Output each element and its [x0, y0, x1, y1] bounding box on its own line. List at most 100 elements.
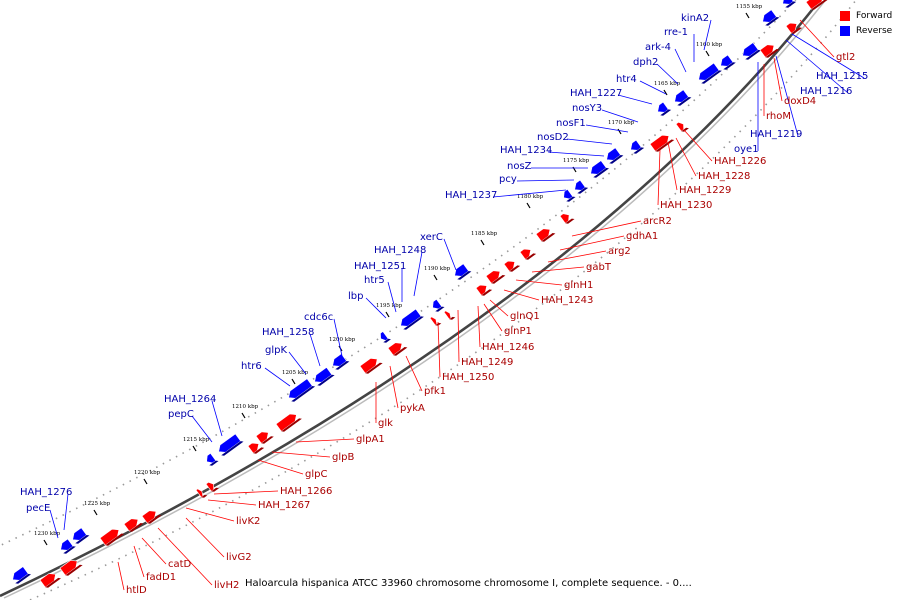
gene-forward-11: [443, 310, 456, 320]
gene-forward-24: [39, 573, 62, 588]
tick-label: 1165 kbp: [654, 81, 681, 87]
inner-dotted-track: [29, 0, 858, 600]
leader-livh2: [157, 527, 213, 586]
gene-label-hah-1250: HAH_1250: [442, 372, 494, 383]
gene-label-hah-1226: HAH_1226: [714, 156, 766, 167]
gene-forward-9: [485, 270, 506, 284]
gene-label-dph2: dph2: [633, 57, 658, 68]
genome-backbone-shade: [3, 1, 825, 599]
gene-forward-0: [805, 0, 829, 10]
leader-htr6: [264, 367, 291, 387]
leader-ark-4: [674, 48, 687, 73]
gene-forward-16: [255, 431, 274, 444]
gene-reverse-22: [12, 566, 32, 584]
gene-label-hah-1266: HAH_1266: [280, 486, 332, 497]
leader-hah-1250: [437, 321, 441, 378]
gene-reverse-17: [288, 378, 316, 402]
leader-hah-1264: [211, 400, 223, 437]
gene-layer: [12, 0, 829, 588]
gene-label-ark-4: ark-4: [645, 42, 671, 53]
leader-glnq1: [489, 299, 509, 317]
gene-reverse-19: [206, 452, 219, 466]
gene-reverse-2: [720, 54, 736, 70]
leader-nosf1: [585, 124, 629, 133]
gene-label-hah-1227: HAH_1227: [570, 88, 622, 99]
tick-mark: [526, 202, 531, 209]
gene-forward-14: [359, 358, 383, 374]
gene-label-pepc: pepC: [168, 409, 194, 420]
leader-arg2: [547, 250, 607, 263]
leader-glpa1: [295, 438, 355, 443]
tick-label: 1175 kbp: [563, 158, 590, 164]
tick-mark: [433, 274, 438, 281]
leader-gtl2: [799, 19, 835, 58]
leader-pfk1: [405, 355, 423, 392]
gene-reverse-14: [380, 331, 391, 343]
leader-hah-1215: [791, 33, 865, 79]
tick-mark: [93, 509, 98, 516]
tick-mark: [705, 50, 710, 57]
tick-label: 1170 kbp: [608, 120, 635, 126]
leader-hah-1229: [667, 141, 678, 191]
tick-mark: [745, 12, 750, 19]
gene-label-glnq1: glnQ1: [510, 311, 540, 322]
tick-mark: [617, 128, 622, 135]
gene-label-glpk: glpK: [265, 345, 287, 356]
gene-reverse-18: [218, 433, 244, 456]
leader-hah-1228: [675, 137, 697, 177]
gene-reverse-7: [606, 147, 624, 164]
gene-reverse-5: [657, 101, 672, 116]
gene-forward-1: [785, 22, 803, 34]
leader-hah-1226: [683, 129, 713, 162]
leader-gabt: [531, 266, 585, 273]
tick-layer: 1155 kbp 1160 kbp 1165 kbp 1170 kbp 1175 kbp…: [34, 4, 763, 546]
gene-forward-22: [99, 528, 125, 546]
legend-forward-label: Forward: [856, 10, 893, 21]
gene-label-kina2: kinA2: [681, 13, 709, 24]
gene-reverse-13: [400, 308, 424, 330]
leader-livg2: [185, 517, 225, 558]
leader-hah-1219: [775, 55, 799, 137]
legend-reverse-label: Reverse: [856, 25, 893, 36]
gene-forward-21: [123, 518, 144, 532]
gene-label-gtl2: gtl2: [836, 52, 855, 63]
gene-label-nosy3: nosY3: [572, 103, 602, 114]
legend-reverse: Reverse: [840, 24, 892, 37]
gene-forward-23: [59, 560, 83, 576]
leader-hah-1248: [413, 251, 423, 297]
gene-reverse-10: [563, 188, 576, 202]
tick-mark: [663, 89, 668, 96]
gene-label-nosd2: nosD2: [537, 132, 569, 143]
gene-reverse-12: [432, 298, 445, 312]
leader-arcr2: [571, 220, 642, 237]
gene-label-hah-1251: HAH_1251: [354, 261, 406, 272]
gene-label-htld: htlD: [126, 585, 147, 596]
gene-label-htr5: htr5: [364, 275, 385, 286]
tick-label: 1215 kbp: [183, 437, 210, 443]
gene-label-hah-1216: HAH_1216: [800, 86, 852, 97]
gene-forward-12: [429, 316, 442, 326]
leader-kina2: [703, 19, 712, 51]
leader-glpc: [257, 459, 304, 475]
gene-label-htr4: htr4: [616, 74, 637, 85]
tick-label: 1180 kbp: [517, 194, 544, 200]
gene-reverse-0: [762, 9, 780, 26]
leader-glpk: [288, 351, 307, 375]
gene-label-rhom: rhoM: [766, 111, 791, 122]
gene-label-hah-1234: HAH_1234: [500, 145, 552, 156]
gene-label-gabt: gabT: [586, 262, 612, 273]
gene-label-hah-1264: HAH_1264: [164, 394, 216, 405]
gene-label-glnp1: glnP1: [504, 326, 532, 337]
gene-forward-17: [247, 442, 265, 454]
gene-reverse-1: [742, 42, 762, 60]
gene-reverse-15: [332, 353, 350, 370]
leader-hah-1216: [785, 39, 849, 94]
gene-forward-5: [559, 213, 575, 224]
tick-mark: [480, 239, 485, 246]
leader-htr4: [639, 80, 667, 95]
gene-forward-2: [759, 44, 780, 58]
gene-forward-6: [535, 228, 556, 242]
gene-label-lbp: lbp: [348, 291, 363, 302]
gene-reverse-16: [314, 367, 335, 386]
